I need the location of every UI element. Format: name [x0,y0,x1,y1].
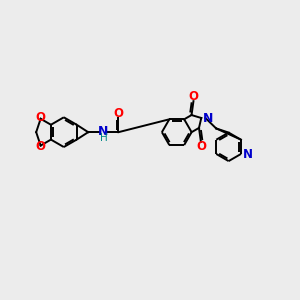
Text: O: O [113,106,124,120]
Text: N: N [98,125,108,138]
Text: O: O [36,111,46,124]
Text: N: N [242,148,253,161]
Text: O: O [189,89,199,103]
Text: O: O [36,140,46,153]
Text: N: N [202,112,213,124]
Text: H: H [100,133,107,143]
Text: O: O [196,140,206,153]
